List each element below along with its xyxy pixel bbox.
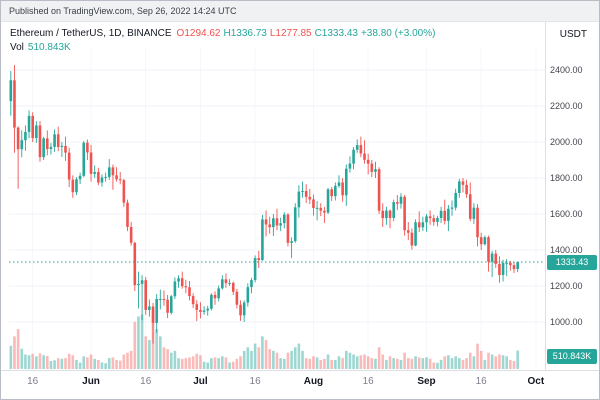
axis-lines (1, 22, 599, 371)
change-value: +38.80 (+3.00%) (360, 28, 436, 39)
price-chart-canvas[interactable]: 2400.00 2200.00 2000.00 1800.00 1600.00 1400.… (1, 22, 599, 399)
x-axis-label: 16 (140, 376, 152, 387)
price-axis-labels[interactable]: 2400.00 2200.00 2000.00 1800.00 1600.00 1400.… (550, 65, 583, 327)
x-axis-label: 16 (476, 376, 488, 387)
volume-legend-label: Vol (10, 42, 24, 53)
last-price-label: 1333.43 (547, 254, 597, 270)
symbol-title: Ethereum / TetherUS, 1D, BINANCE (10, 28, 172, 39)
x-axis-label: Oct (528, 376, 545, 387)
y-axis-label: 2400.00 (550, 65, 583, 75)
x-axis-label: 16 (27, 376, 39, 387)
volume-legend-value: 510.843K (27, 42, 71, 53)
x-axis-label: 16 (363, 376, 375, 387)
legend: Ethereum / TetherUS, 1D, BINANCE O1294.62… (10, 27, 438, 55)
published-text: Published on TradingView.com, Sep 26, 20… (9, 6, 237, 16)
x-axis-label: Jun (82, 376, 100, 387)
ohlc-low: L1277.85 (269, 28, 312, 39)
volume-series (9, 311, 519, 370)
y-axis-label: 1400.00 (550, 245, 583, 255)
ohlc-close: C1333.43 (314, 28, 358, 39)
y-axis-label: 1000.00 (550, 317, 583, 327)
y-axis-label: 2200.00 (550, 101, 583, 111)
x-axis-label: Jul (193, 376, 208, 387)
y-axis-label: 2000.00 (550, 137, 583, 147)
x-axis-label: Sep (417, 376, 435, 387)
published-bar: Published on TradingView.com, Sep 26, 20… (1, 1, 599, 22)
ohlc-open: O1294.62 (176, 28, 221, 39)
legend-ohlc-row: Ethereum / TetherUS, 1D, BINANCE O1294.62… (10, 27, 438, 41)
time-axis-labels[interactable]: 16 Jun 16 Jul 16 Aug 16 Sep 16 Oct (27, 376, 545, 387)
x-axis-label: Aug (304, 376, 323, 387)
candlestick-series (9, 65, 519, 344)
quote-currency-label: USDT (559, 29, 587, 40)
y-axis-label: 1200.00 (550, 281, 583, 291)
last-volume-label: 510.843K (547, 348, 597, 364)
legend-volume-row: Vol 510.843K (10, 41, 438, 55)
ohlc-high: H1336.73 (223, 28, 267, 39)
gridlines (9, 48, 545, 371)
y-axis-label: 1600.00 (550, 209, 583, 219)
chart-area: 2400.00 2200.00 2000.00 1800.00 1600.00 1400.… (1, 22, 599, 399)
x-axis-label: 16 (250, 376, 262, 387)
y-axis-label: 1800.00 (550, 173, 583, 183)
